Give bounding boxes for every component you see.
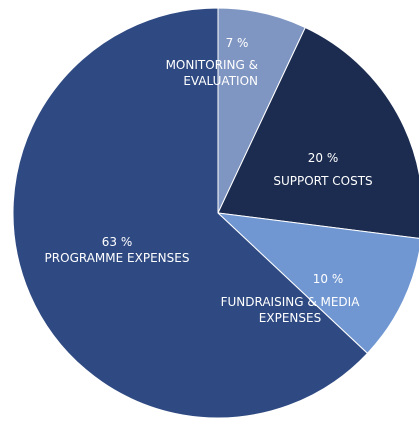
category-label: PROGRAMME EXPENSES [44,251,190,265]
value-label: 20 % [307,151,339,165]
category-label: MONITORING & EVALUATION [165,58,258,88]
value-label: 63 % [101,235,133,249]
value-label: 10 % [312,272,344,286]
pie-slice [12,7,369,419]
pie-slice [217,26,419,239]
value-label: 7 % [225,36,249,50]
pie-slice [216,212,419,355]
category-label: FUNDRAISING & MEDIA EXPENSES [220,295,360,325]
category-label: SUPPORT COSTS [273,174,373,188]
